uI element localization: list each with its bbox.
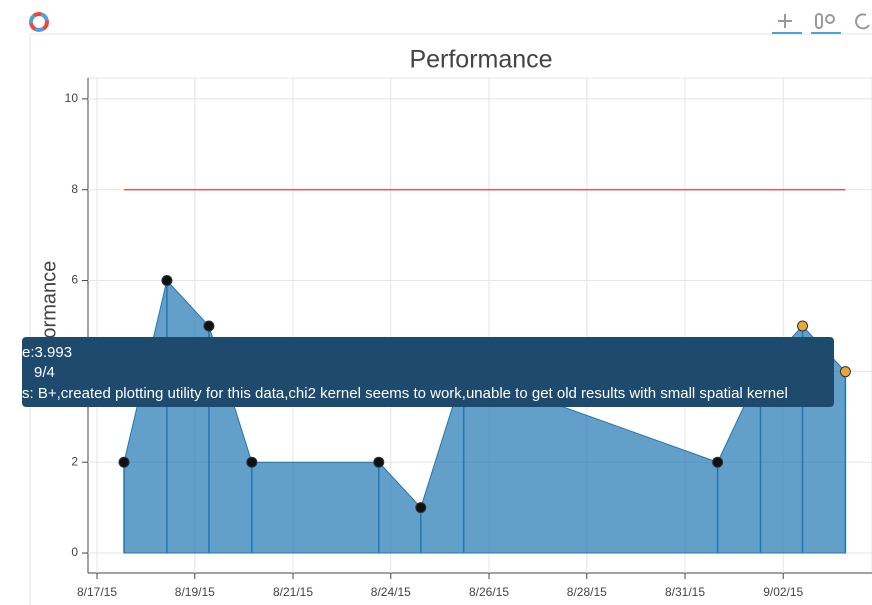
tooltip-line: s: B+,created plotting utility for this … xyxy=(22,385,788,402)
x-tick-label: 8/24/15 xyxy=(371,585,411,599)
tooltip-line: e:3.993 xyxy=(22,344,72,361)
y-tick-label: 10 xyxy=(65,91,79,105)
zoom-tool[interactable] xyxy=(811,13,841,34)
point xyxy=(161,275,173,287)
tooltip-line: 9/4 xyxy=(34,364,55,381)
point xyxy=(797,320,809,332)
bokeh-logo xyxy=(29,12,49,32)
point xyxy=(118,456,130,468)
y-tick-label: 8 xyxy=(71,182,78,196)
area xyxy=(123,279,846,554)
x-tick-label: 8/31/15 xyxy=(665,585,705,599)
x-tick-label: 9/02/15 xyxy=(763,585,803,599)
point xyxy=(712,456,724,468)
point xyxy=(839,366,851,378)
pan-tool[interactable] xyxy=(772,14,802,34)
point xyxy=(203,320,215,332)
point xyxy=(246,456,258,468)
reset-tool[interactable] xyxy=(855,13,870,30)
tooltip: e:3.993 9/4 s: B+,created plotting utility… xyxy=(22,337,834,407)
y-tick-label: 2 xyxy=(71,454,78,468)
x-tick-label: 8/17/15 xyxy=(77,585,117,599)
point xyxy=(373,456,385,468)
y-tick-label: 6 xyxy=(71,273,78,287)
y-tick-label: 0 xyxy=(71,545,78,559)
chart-title: Performance xyxy=(409,46,552,74)
point xyxy=(415,502,427,514)
x-tick-label: 8/28/15 xyxy=(567,585,607,599)
x-tick-label: 8/19/15 xyxy=(175,585,215,599)
x-tick-label: 8/26/15 xyxy=(469,585,509,599)
x-tick-label: 8/21/15 xyxy=(273,585,313,599)
plot: 02468108/17/158/19/158/21/158/24/158/26/… xyxy=(65,78,872,599)
